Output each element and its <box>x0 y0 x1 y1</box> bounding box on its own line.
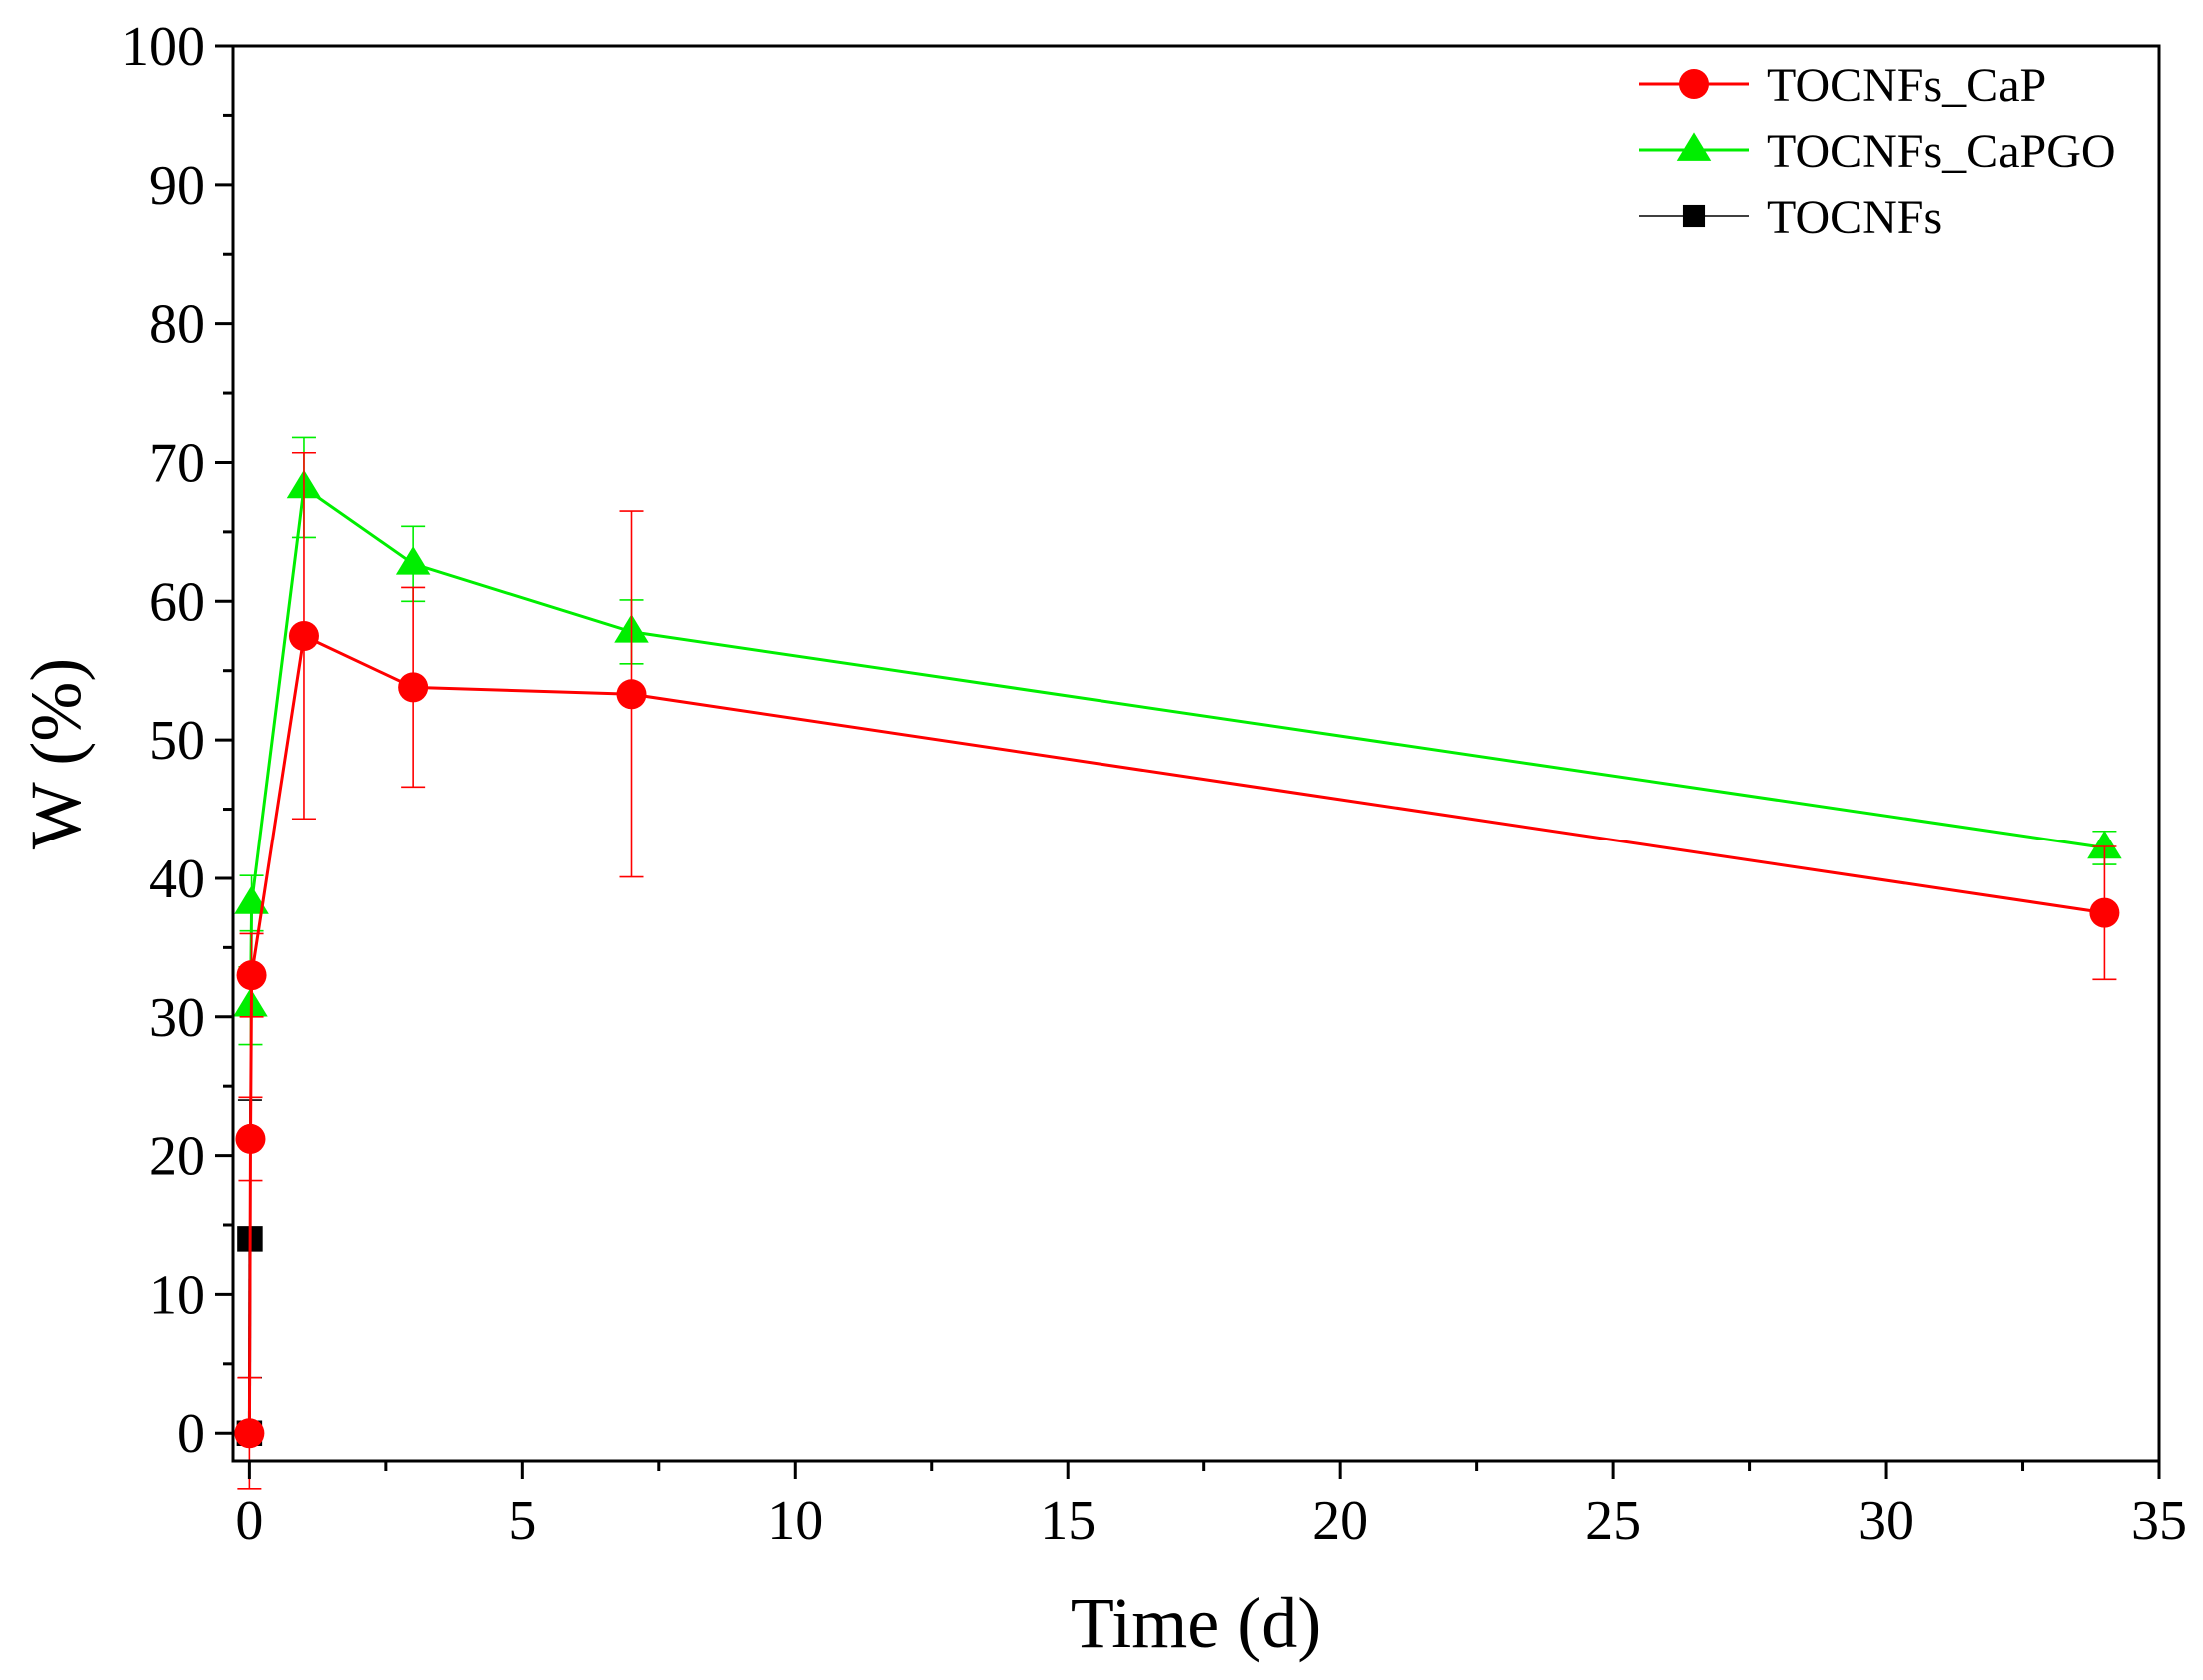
y-tick-label: 10 <box>149 1264 205 1326</box>
y-tick-label: 60 <box>149 571 205 633</box>
y-tick-label: 50 <box>149 710 205 772</box>
legend-marker <box>1682 204 1706 228</box>
data-point <box>616 679 647 710</box>
legend-label: TOCNFs_CaP <box>1767 59 2046 112</box>
series-tocnfs-capgo <box>233 436 2122 1046</box>
data-point <box>2087 830 2122 859</box>
legend-item-tocnfs-capgo: TOCNFs_CaPGO <box>1639 125 2116 178</box>
x-tick-label: 0 <box>235 1490 263 1552</box>
legend: TOCNFs_CaP TOCNFs_CaPGO TOCNFs <box>1639 59 2116 244</box>
data-point <box>2089 897 2120 928</box>
y-tick-label: 100 <box>121 16 205 78</box>
y-axis-title: W (%) <box>16 658 96 850</box>
y-tick-label: 0 <box>177 1403 205 1465</box>
series-line <box>247 633 2105 1434</box>
x-tick-label: 15 <box>1040 1490 1096 1552</box>
x-tick-label: 10 <box>767 1490 823 1552</box>
y-tick-label: 30 <box>149 987 205 1049</box>
data-point <box>234 1418 265 1449</box>
data-point <box>235 1123 266 1154</box>
y-tick-label: 20 <box>149 1126 205 1188</box>
x-axis-title: Time (d) <box>1071 1583 1321 1663</box>
data-point <box>288 621 319 651</box>
series-layer <box>233 436 2122 1490</box>
data-point <box>236 960 267 991</box>
legend-item-tocnfs: TOCNFs <box>1639 191 1942 244</box>
y-tick-label: 90 <box>149 155 205 217</box>
data-point <box>395 546 431 575</box>
x-tick-label: 35 <box>2131 1490 2187 1552</box>
data-point <box>398 672 429 703</box>
plot-frame <box>231 44 2161 1463</box>
y-tick-label: 70 <box>149 432 205 494</box>
data-point <box>234 885 269 914</box>
x-tick-label: 25 <box>1585 1490 1641 1552</box>
y-tick-label: 40 <box>149 848 205 910</box>
legend-marker <box>1676 132 1712 161</box>
x-tick-label: 20 <box>1312 1490 1368 1552</box>
legend-label: TOCNFs <box>1767 191 1942 244</box>
legend-label: TOCNFs_CaPGO <box>1767 125 2116 178</box>
series-tocnfs-cap <box>234 451 2120 1490</box>
y-tick-label: 80 <box>149 294 205 356</box>
legend-marker <box>1679 69 1709 99</box>
series-line <box>249 484 2105 1006</box>
legend-item-tocnfs-cap: TOCNFs_CaP <box>1639 59 2046 112</box>
x-tick-label: 5 <box>508 1490 536 1552</box>
axes-layer: 0 10 20 30 40 50 60 70 80 90 100 0 5 10 15 20 25 30 35 <box>121 16 2187 1552</box>
x-tick-label: 30 <box>1858 1490 1914 1552</box>
